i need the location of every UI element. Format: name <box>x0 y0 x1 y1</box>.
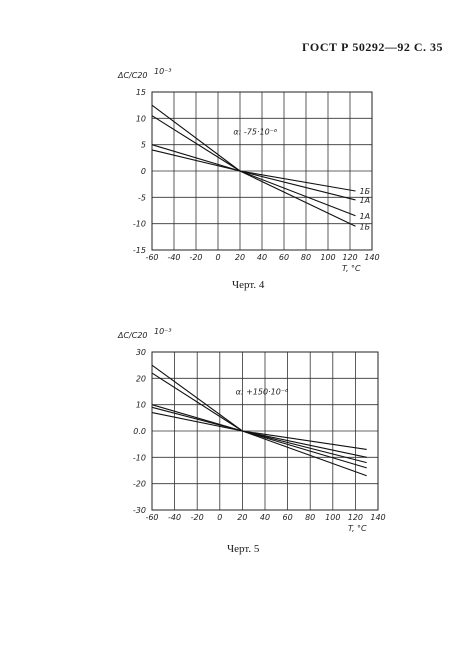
chart4-series-line <box>151 144 356 201</box>
chart5-series-line <box>151 412 367 464</box>
chart5-x-tick-label: -20 <box>191 513 204 522</box>
chart5-series-line <box>151 364 367 477</box>
chart4-x-tick-label: -20 <box>189 253 202 262</box>
chart4-x-tick-label: 80 <box>301 253 311 262</box>
chart4-x-tick-label: 140 <box>364 253 379 262</box>
chart4-x-tick-label: 40 <box>257 253 267 262</box>
chart4-series-line <box>151 104 356 227</box>
chart4-x-tick-label: 60 <box>279 253 289 262</box>
chart5-y-tick-label: 0.0 <box>133 427 146 436</box>
chart4-series-label: 1Б <box>360 187 371 196</box>
chart-4-caption: Черт. 4 <box>232 279 265 291</box>
chart4-x-tick-label: 0 <box>215 253 220 262</box>
chart5-x-tick-label: -60 <box>145 513 158 522</box>
chart5-y-axis-unit: 10⁻³ <box>154 327 172 336</box>
chart5-x-tick-label: 140 <box>370 513 385 522</box>
chart5-x-tick-label: 120 <box>348 513 363 522</box>
chart4-x-tick-label: 20 <box>235 253 245 262</box>
chart4-x-axis-label: T, °C <box>342 264 361 273</box>
chart4-y-tick-label: -5 <box>138 193 146 202</box>
chart4-y-axis-label: ΔC/C20 <box>117 71 148 80</box>
chart4-y-tick-label: -15 <box>133 246 146 255</box>
chart4-y-tick-label: 5 <box>141 141 146 150</box>
chart-5: -60 -40 -20 0 20 40 60 80 100 120 140 30 20 10 0.0 -10 -… <box>117 327 386 533</box>
chart-4: -60 -40 -20 0 20 40 60 80 100 120 140 15 10 5 0 -5 -10 -1… <box>117 67 380 273</box>
chart4-x-tick-label: 120 <box>342 253 357 262</box>
chart5-x-tick-label: 0 <box>217 513 222 522</box>
chart4-plot-frame <box>151 91 373 251</box>
chart4-series-label: 1А <box>360 196 371 205</box>
chart4-x-tick-label: 100 <box>320 253 335 262</box>
chart4-y-tick-label: 10 <box>136 114 146 123</box>
chart5-y-tick-label: 10 <box>136 401 146 410</box>
chart5-x-tick-label: 20 <box>237 513 247 522</box>
chart4-y-tick-label: 0 <box>141 167 146 176</box>
chart5-y-tick-label: 20 <box>136 374 146 383</box>
chart5-x-tick-label: 40 <box>260 513 270 522</box>
chart5-x-tick-label: 80 <box>305 513 315 522</box>
chart4-x-tick-label: -60 <box>145 253 158 262</box>
chart4-y-tick-label: 15 <box>136 88 146 97</box>
chart5-series-line <box>151 406 367 458</box>
chart4-x-tick-label: -40 <box>167 253 180 262</box>
chart5-y-axis-label: ΔC/C20 <box>117 331 148 340</box>
chart5-x-tick-label: 60 <box>283 513 293 522</box>
chart4-y-axis-unit: 10⁻³ <box>154 67 172 76</box>
chart5-y-tick-label: -30 <box>133 506 146 515</box>
chart5-y-tick-label: 30 <box>136 348 146 357</box>
chart5-y-tick-label: -20 <box>133 480 146 489</box>
chart-5-caption: Черт. 5 <box>227 543 260 555</box>
chart5-series-line <box>151 404 367 450</box>
chart4-annotation: α: -75·10⁻⁶ <box>233 128 278 137</box>
chart4-series-label: 1Б <box>360 222 371 231</box>
chart5-y-tick-label: -10 <box>133 453 146 462</box>
chart5-x-tick-label: 100 <box>325 513 340 522</box>
chart5-x-tick-label: -40 <box>168 513 181 522</box>
chart4-series-line <box>151 149 356 192</box>
chart5-x-axis-label: T, °C <box>348 524 367 533</box>
page-header: ГОСТ Р 50292—92 С. 35 <box>302 40 443 54</box>
chart5-plot-frame <box>151 351 379 511</box>
chart4-y-tick-label: -10 <box>133 220 146 229</box>
chart4-series-label: 1А <box>360 212 371 221</box>
chart5-annotation: α: +150·10⁻⁶ <box>236 388 289 397</box>
